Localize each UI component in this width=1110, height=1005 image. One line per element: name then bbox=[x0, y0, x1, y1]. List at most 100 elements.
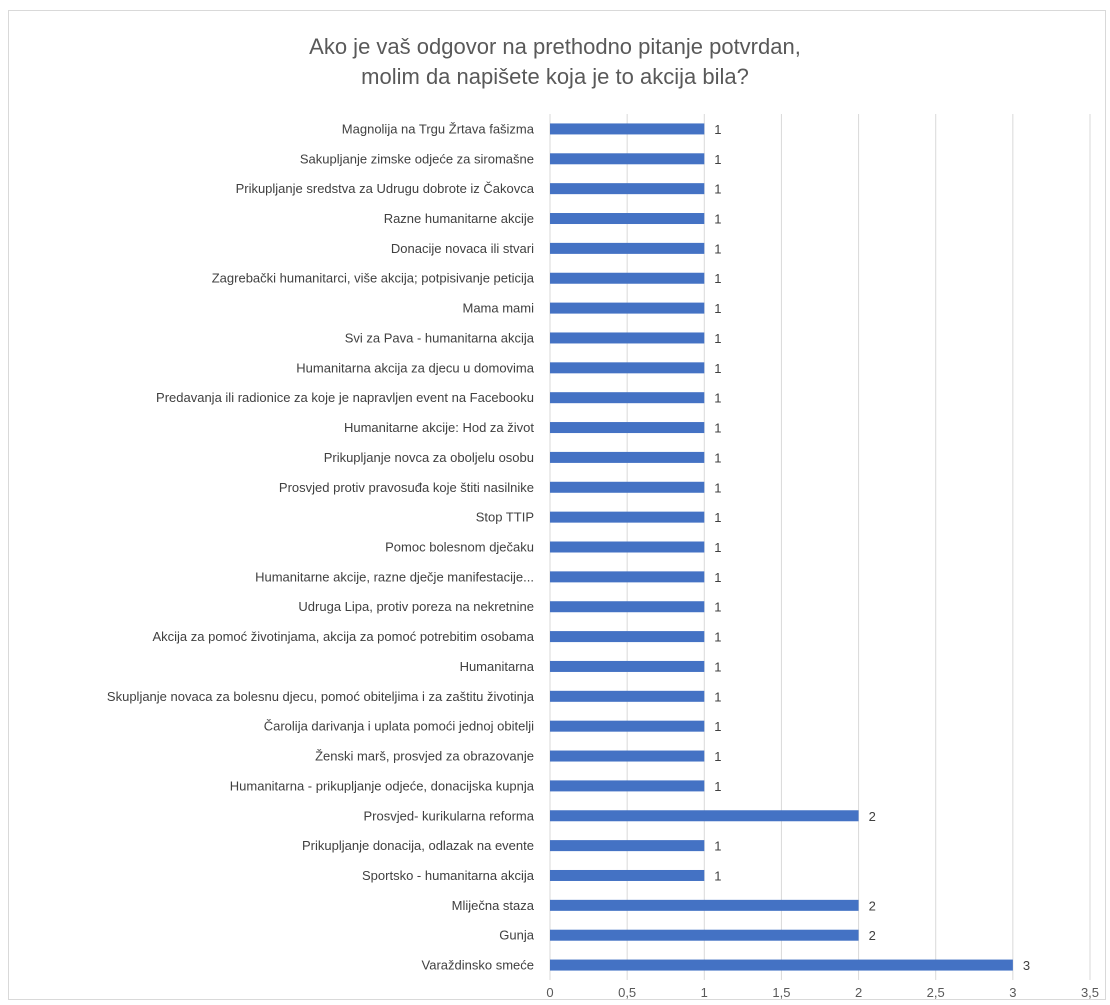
bar bbox=[550, 123, 705, 135]
category-label: Mliječna staza bbox=[452, 898, 535, 913]
x-tick-label: 2 bbox=[855, 985, 862, 1000]
x-tick-label: 0 bbox=[546, 985, 553, 1000]
data-label: 1 bbox=[714, 689, 721, 704]
x-tick-label: 1 bbox=[701, 985, 708, 1000]
bar bbox=[550, 153, 705, 165]
data-label: 1 bbox=[714, 301, 721, 316]
bar bbox=[550, 302, 705, 314]
category-label: Stop TTIP bbox=[476, 510, 534, 525]
x-tick-label: 1,5 bbox=[772, 985, 790, 1000]
data-label: 1 bbox=[714, 122, 721, 137]
category-label: Humanitarna akcija za djecu u domovima bbox=[296, 360, 534, 375]
x-tick-label: 3,5 bbox=[1081, 985, 1099, 1000]
data-label: 1 bbox=[714, 510, 721, 525]
data-label: 2 bbox=[869, 809, 876, 824]
bar bbox=[550, 183, 705, 195]
data-label: 1 bbox=[714, 570, 721, 585]
category-label: Čarolija darivanja i uplata pomoći jedno… bbox=[264, 719, 534, 734]
category-label: Sportsko - humanitarna akcija bbox=[362, 868, 535, 883]
category-label: Prikupljanje donacija, odlazak na evente bbox=[302, 838, 534, 853]
chart-title-line-2: molim da napišete koja je to akcija bila… bbox=[361, 64, 749, 89]
category-label: Prosvjed protiv pravosuđa koje štiti nas… bbox=[279, 480, 534, 495]
bar bbox=[550, 660, 705, 672]
data-label: 1 bbox=[714, 212, 721, 227]
bar bbox=[550, 511, 705, 523]
data-label: 1 bbox=[714, 391, 721, 406]
bar bbox=[550, 780, 705, 792]
category-label: Ženski marš, prosvjed za obrazovanje bbox=[315, 749, 534, 764]
category-label: Humanitarna - prikupljanje odjeće, donac… bbox=[230, 778, 535, 793]
category-label: Svi za Pava - humanitarna akcija bbox=[345, 330, 535, 345]
data-label: 3 bbox=[1023, 958, 1030, 973]
category-label: Varaždinsko smeće bbox=[422, 958, 534, 973]
bar bbox=[550, 601, 705, 613]
bar bbox=[550, 929, 859, 941]
bar bbox=[550, 213, 705, 225]
bar bbox=[550, 571, 705, 583]
category-label: Pomoc bolesnom dječaku bbox=[385, 540, 534, 555]
category-label: Donacije novaca ili stvari bbox=[391, 241, 534, 256]
bar bbox=[550, 481, 705, 493]
data-label: 1 bbox=[714, 421, 721, 436]
category-label: Akcija za pomoć životinjama, akcija za p… bbox=[152, 629, 534, 644]
bars bbox=[550, 123, 1013, 971]
category-label: Gunja bbox=[499, 928, 534, 943]
bar bbox=[550, 959, 1013, 971]
category-label: Zagrebački humanitarci, više akcija; pot… bbox=[212, 271, 535, 286]
x-tick-label: 0,5 bbox=[618, 985, 636, 1000]
data-label: 1 bbox=[714, 749, 721, 764]
data-label: 1 bbox=[714, 241, 721, 256]
data-label: 1 bbox=[714, 719, 721, 734]
data-label: 1 bbox=[714, 271, 721, 286]
bar bbox=[550, 720, 705, 732]
bar bbox=[550, 272, 705, 284]
data-label: 1 bbox=[714, 361, 721, 376]
data-label: 1 bbox=[714, 630, 721, 645]
category-label: Humanitarne akcije: Hod za život bbox=[344, 420, 534, 435]
bar bbox=[550, 631, 705, 643]
bar bbox=[550, 690, 705, 702]
data-label: 1 bbox=[714, 839, 721, 854]
bar bbox=[550, 242, 705, 254]
bar bbox=[550, 422, 705, 434]
category-labels: Magnolija na Trgu Žrtava fašizma Sakuplja… bbox=[107, 121, 535, 972]
category-label: Prikupljanje novca za oboljelu osobu bbox=[324, 450, 534, 465]
data-labels: 1 1 1 1 1 1 1 1 1 1 1 1 1 1 1 1 1 1 1 1 1 1 1 2 1 1 2 2 3 bbox=[714, 122, 1030, 973]
category-label: Skupljanje novaca za bolesnu djecu, pomo… bbox=[107, 689, 535, 704]
data-label: 2 bbox=[869, 928, 876, 943]
x-tick-label: 2,5 bbox=[927, 985, 945, 1000]
data-label: 2 bbox=[869, 898, 876, 913]
category-label: Prosvjed- kurikularna reforma bbox=[363, 808, 534, 823]
data-label: 1 bbox=[714, 868, 721, 883]
category-label: Udruga Lipa, protiv poreza na nekretnine bbox=[298, 599, 534, 614]
bar bbox=[550, 899, 859, 911]
data-label: 1 bbox=[714, 331, 721, 346]
bar bbox=[550, 332, 705, 344]
x-tick-label: 3 bbox=[1009, 985, 1016, 1000]
bar bbox=[550, 392, 705, 404]
data-label: 1 bbox=[714, 779, 721, 794]
data-label: 1 bbox=[714, 540, 721, 555]
chart-frame bbox=[8, 10, 1106, 1000]
bar bbox=[550, 840, 705, 852]
bar bbox=[550, 541, 705, 553]
chart-title: Ako je vaš odgovor na prethodno pitanje … bbox=[0, 32, 1110, 92]
bar bbox=[550, 869, 705, 881]
bar bbox=[550, 362, 705, 374]
category-label: Mama mami bbox=[462, 301, 534, 316]
category-label: Sakupljanje zimske odjeće za siromašne bbox=[300, 151, 534, 166]
category-label: Humanitarna bbox=[460, 659, 535, 674]
data-label: 1 bbox=[714, 450, 721, 465]
category-label: Prikupljanje sredstva za Udrugu dobrote … bbox=[236, 181, 535, 196]
category-label: Magnolija na Trgu Žrtava fašizma bbox=[342, 121, 535, 136]
data-label: 1 bbox=[714, 182, 721, 197]
data-label: 1 bbox=[714, 152, 721, 167]
bar bbox=[550, 451, 705, 463]
category-label: Razne humanitarne akcije bbox=[384, 211, 534, 226]
bar bbox=[550, 810, 859, 822]
chart-title-line-1: Ako je vaš odgovor na prethodno pitanje … bbox=[309, 34, 801, 59]
x-axis-ticks: 0 0,5 1 1,5 2 2,5 3 3,5 bbox=[546, 985, 1099, 1000]
bar bbox=[550, 750, 705, 762]
data-label: 1 bbox=[714, 600, 721, 615]
data-label: 1 bbox=[714, 480, 721, 495]
